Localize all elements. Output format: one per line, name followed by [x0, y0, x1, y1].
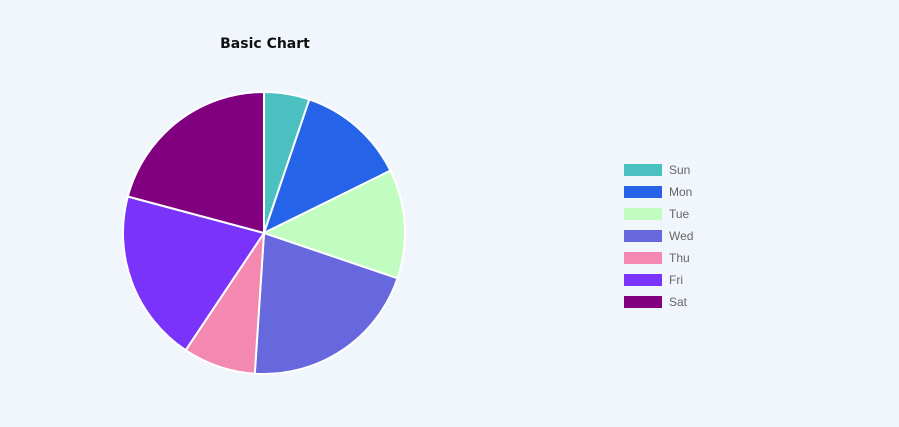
legend-swatch	[624, 296, 662, 308]
legend-swatch	[624, 186, 662, 198]
legend-swatch	[624, 230, 662, 242]
legend-swatch	[624, 252, 662, 264]
legend-swatch	[624, 274, 662, 286]
legend-item-mon[interactable]: Mon	[624, 181, 693, 203]
legend-label: Mon	[669, 185, 693, 199]
legend-label: Tue	[669, 207, 690, 221]
legend-item-tue[interactable]: Tue	[624, 203, 693, 225]
legend-item-thu[interactable]: Thu	[624, 247, 693, 269]
legend-item-sat[interactable]: Sat	[624, 291, 693, 313]
legend-label: Thu	[669, 251, 690, 265]
legend-item-fri[interactable]: Fri	[624, 269, 693, 291]
pie-slice-tue[interactable]	[261, 169, 406, 280]
legend-item-sun[interactable]: Sun	[624, 159, 693, 181]
legend-label: Sun	[669, 163, 691, 177]
pie-slice-wed[interactable]	[253, 231, 399, 375]
legend: Sun Mon Tue Wed Thu Fri Sat	[624, 159, 693, 313]
legend-label: Fri	[669, 273, 683, 287]
legend-label: Wed	[669, 229, 694, 243]
legend-swatch	[624, 164, 662, 176]
pie-slice-sat[interactable]	[126, 90, 265, 235]
legend-label: Sat	[669, 295, 688, 309]
legend-swatch	[624, 208, 662, 220]
chart-title: Basic Chart	[220, 36, 310, 52]
pie-slice-fri[interactable]	[122, 195, 266, 352]
legend-item-wed[interactable]: Wed	[624, 225, 693, 247]
pie-slice-mon[interactable]	[262, 98, 392, 235]
